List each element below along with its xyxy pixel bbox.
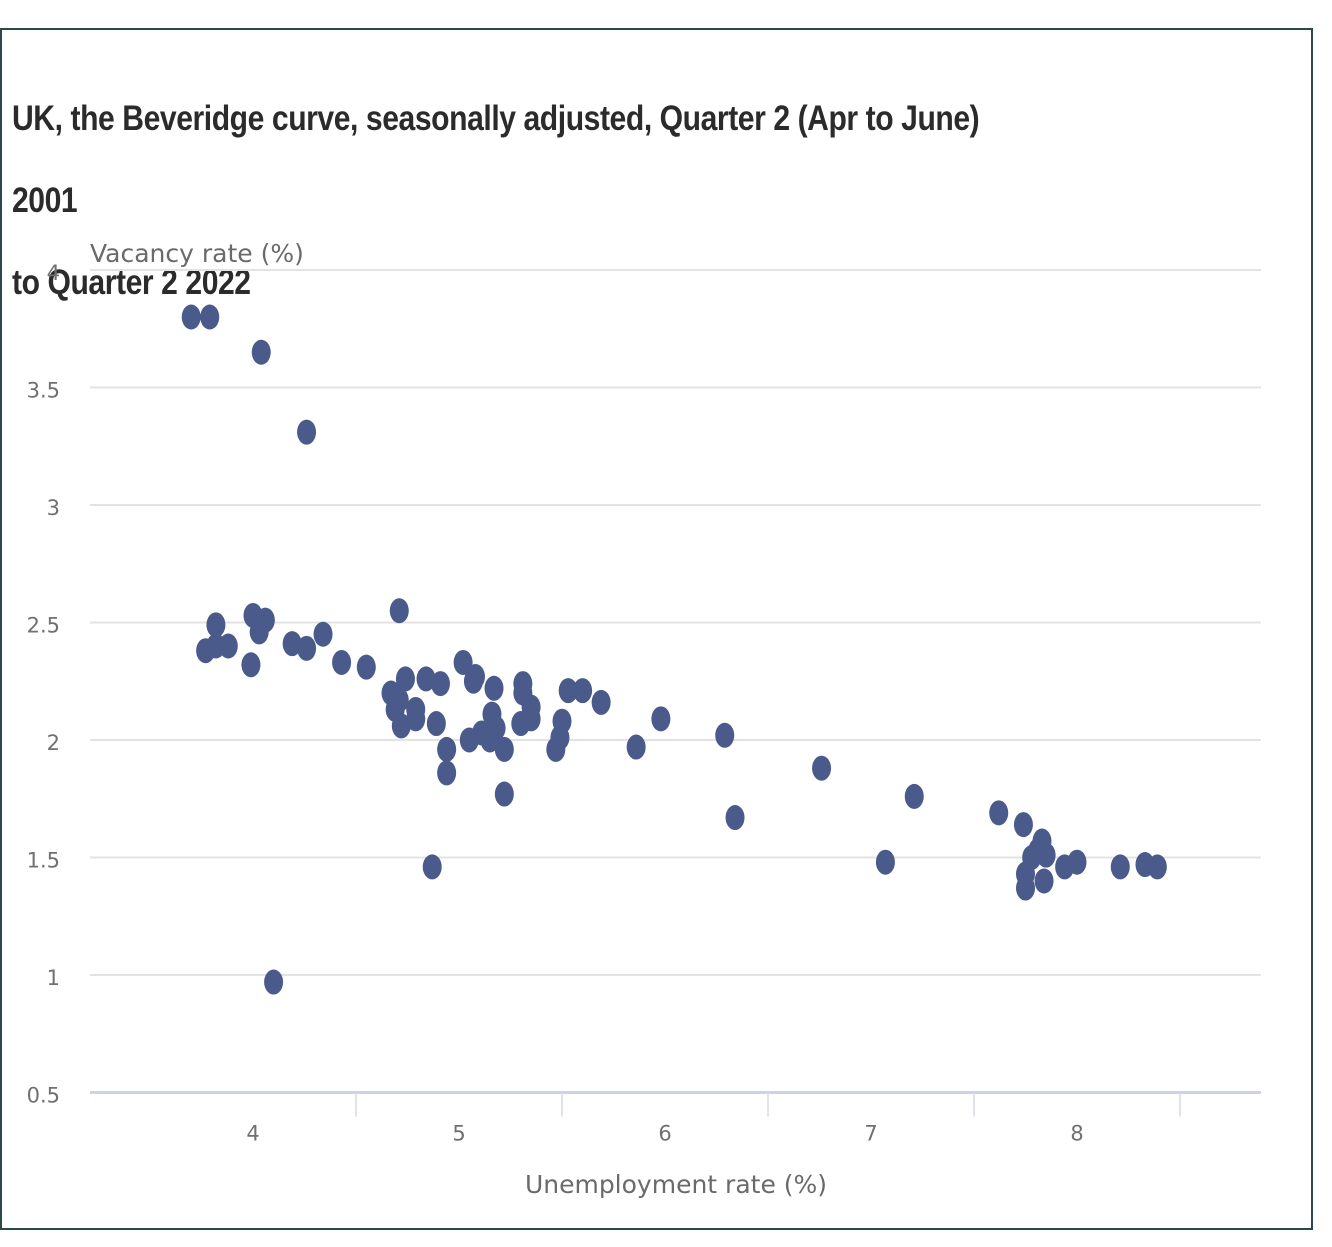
- data-point: [181, 304, 201, 330]
- y-tick-label: 1: [47, 966, 60, 990]
- x-axis-ticks: [355, 1092, 1181, 1117]
- x-axis-tick-labels: 4 5 6 7 8: [246, 1122, 1083, 1146]
- x-tick-label: 6: [658, 1122, 671, 1146]
- data-point: [1016, 875, 1035, 901]
- data-point: [332, 649, 352, 675]
- data-point: [1147, 854, 1167, 880]
- data-point: [241, 652, 261, 678]
- data-point: [904, 783, 924, 809]
- y-tick-label: 0.5: [27, 1084, 60, 1108]
- data-point: [484, 675, 504, 701]
- data-point: [1067, 849, 1087, 875]
- chart-title-line-1: UK, the Beveridge curve, seasonally adju…: [12, 99, 980, 220]
- data-point: [430, 671, 450, 697]
- data-point: [389, 598, 409, 624]
- data-point: [206, 612, 226, 638]
- data-point: [1034, 868, 1054, 894]
- data-point: [1013, 812, 1033, 838]
- data-point: [494, 781, 514, 807]
- data-point: [249, 619, 269, 645]
- x-tick-label: 4: [246, 1122, 259, 1146]
- data-point: [1036, 842, 1056, 868]
- data-point: [416, 666, 436, 692]
- data-point: [453, 649, 473, 675]
- data-point: [437, 760, 457, 786]
- data-point: [651, 706, 671, 732]
- data-point: [282, 631, 302, 657]
- data-point: [406, 706, 426, 732]
- x-tick-label: 8: [1070, 1122, 1083, 1146]
- y-tick-label: 3: [47, 496, 60, 520]
- data-point: [725, 805, 745, 831]
- data-point: [511, 711, 531, 737]
- data-point: [391, 713, 411, 739]
- data-point: [486, 715, 506, 741]
- data-point: [626, 734, 646, 760]
- data-point: [812, 755, 832, 781]
- data-point: [356, 654, 376, 680]
- y-axis-tick-labels: 0.5 1 1.5 2 2.5 3 3.5 4: [27, 261, 60, 1108]
- data-point: [591, 689, 611, 715]
- y-tick-label: 2.5: [27, 614, 60, 638]
- data-point: [297, 419, 317, 445]
- data-point: [389, 687, 409, 713]
- y-tick-label: 2: [47, 731, 60, 755]
- data-point: [494, 736, 514, 762]
- data-point: [715, 722, 735, 748]
- x-tick-label: 5: [452, 1122, 465, 1146]
- data-points: [181, 304, 1167, 995]
- data-point: [264, 969, 284, 995]
- data-point: [200, 304, 220, 330]
- data-point: [218, 633, 238, 659]
- gridlines: [90, 269, 1261, 1094]
- x-axis-title: Unemployment rate (%): [525, 1170, 827, 1199]
- data-point: [422, 854, 442, 880]
- data-point: [875, 849, 895, 875]
- y-tick-label: 1.5: [27, 849, 60, 873]
- y-axis-title: Vacancy rate (%): [90, 239, 304, 268]
- x-tick-label: 7: [864, 1122, 877, 1146]
- data-point: [546, 736, 566, 762]
- data-point: [395, 666, 415, 692]
- data-point: [426, 711, 446, 737]
- data-point: [1110, 854, 1130, 880]
- data-point: [313, 621, 333, 647]
- data-point: [465, 664, 485, 690]
- data-point: [989, 800, 1009, 826]
- data-point: [437, 736, 457, 762]
- data-point: [558, 678, 578, 704]
- data-point: [251, 339, 271, 365]
- y-tick-label: 4: [47, 261, 60, 285]
- y-tick-label: 3.5: [27, 379, 60, 403]
- data-point: [297, 635, 317, 661]
- data-point: [573, 678, 593, 704]
